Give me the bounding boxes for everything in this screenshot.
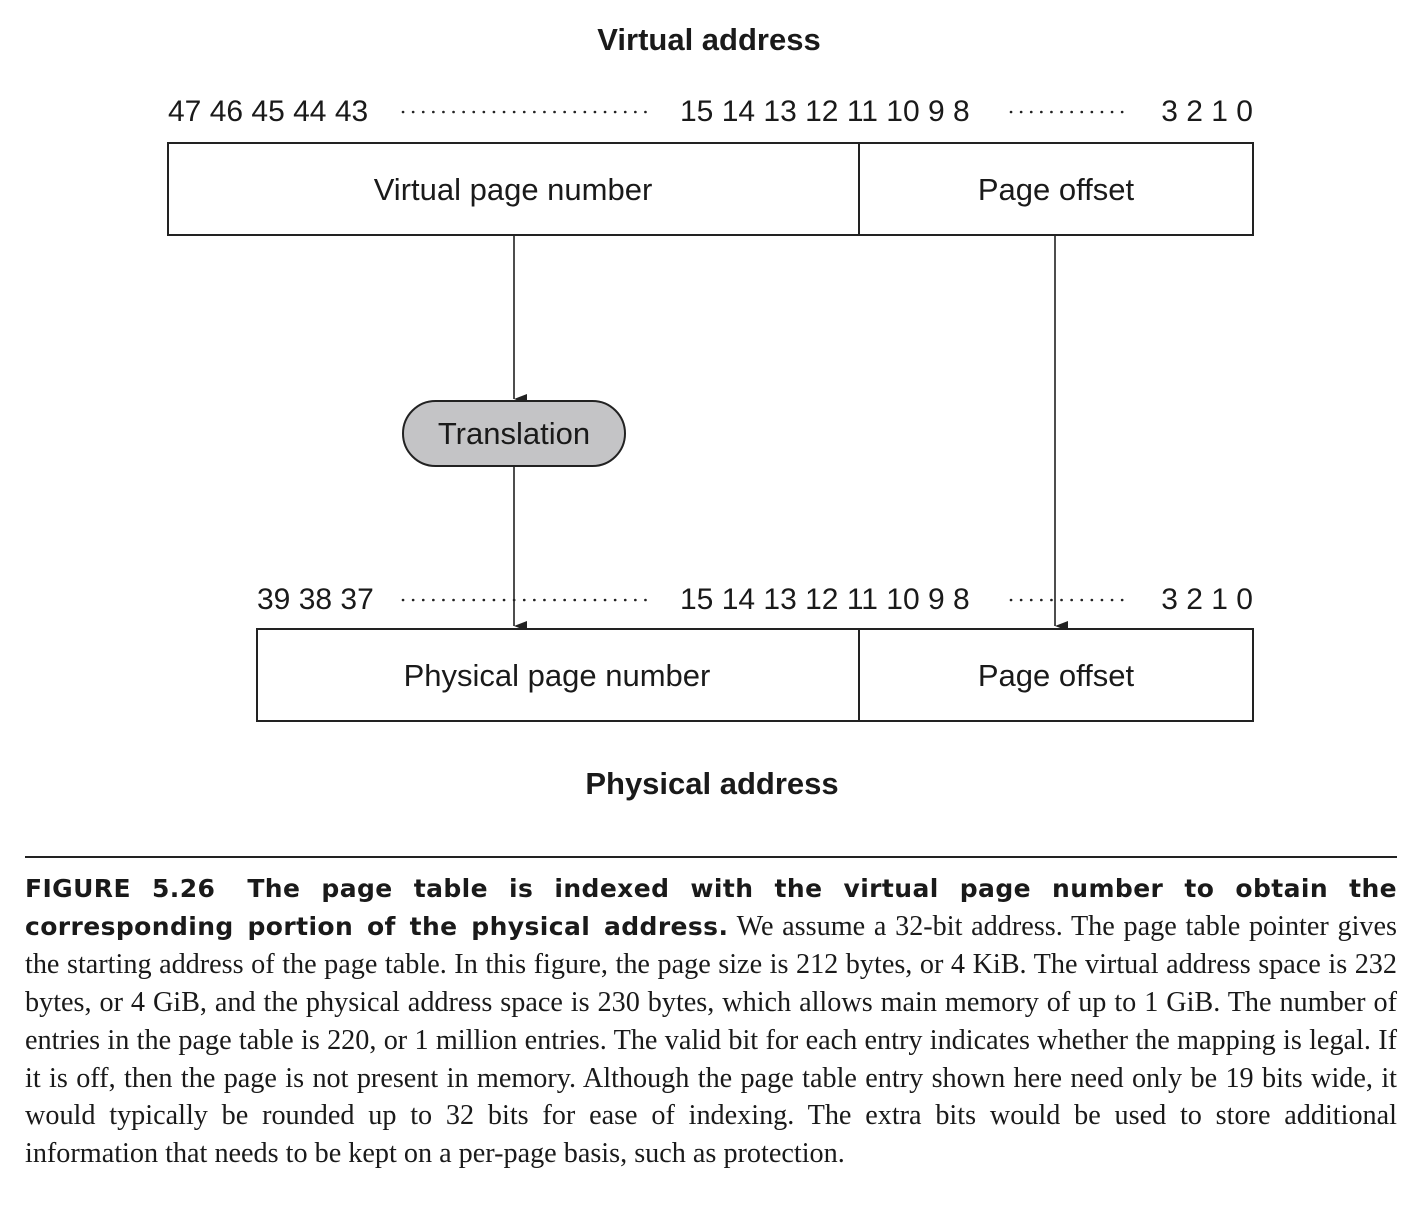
figure-caption: FIGURE 5.26 The page table is indexed wi… (25, 870, 1397, 1173)
physical-page-number-box (256, 628, 860, 722)
address-translation-diagram: Virtual address 47 46 45 44 43 15 14 13 … (167, 22, 1254, 801)
physical-page-offset-box (858, 628, 1254, 722)
physical-bits-mid: 15 14 13 12 11 10 9 8 (680, 583, 970, 616)
virtual-bits-low: 3 2 1 0 (1161, 95, 1253, 128)
virtual-address-title: Virtual address (597, 22, 820, 57)
translation-box (402, 400, 626, 467)
virtual-bits-mid: 15 14 13 12 11 10 9 8 (680, 95, 970, 128)
physical-page-number-label: Physical page number (404, 658, 711, 693)
virtual-bits-high: 47 46 45 44 43 (168, 95, 368, 128)
figure-caption-body: We assume a 32-bit address. The page tab… (25, 910, 1398, 1170)
physical-bits-high: 39 38 37 (257, 583, 374, 616)
virtual-page-offset-label: Page offset (978, 172, 1135, 207)
virtual-page-number-box (167, 142, 860, 236)
physical-page-offset-label: Page offset (978, 658, 1135, 693)
physical-bits-low: 3 2 1 0 (1161, 583, 1253, 616)
figure-number: FIGURE 5.26 (25, 874, 216, 903)
physical-address-title: Physical address (585, 766, 838, 801)
virtual-page-number-label: Virtual page number (374, 172, 653, 207)
translation-label: Translation (438, 416, 590, 451)
figure-caption-title: The page table is indexed with the virtu… (25, 874, 1398, 941)
caption-divider (25, 856, 1397, 858)
virtual-page-offset-box (858, 142, 1254, 236)
